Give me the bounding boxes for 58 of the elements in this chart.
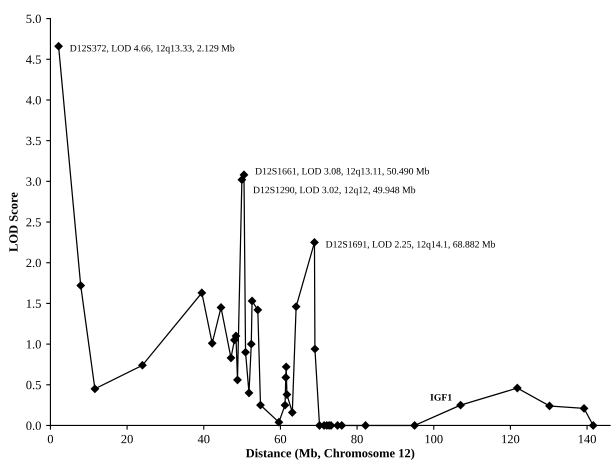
point	[248, 296, 256, 306]
point	[274, 418, 284, 426]
point	[247, 340, 256, 348]
point	[282, 390, 292, 399]
y-tick-label: 1.0	[26, 340, 41, 349]
point	[241, 348, 250, 356]
x-tick-label: 120	[502, 434, 520, 444]
x-tick-label: 20	[121, 434, 133, 444]
point	[198, 288, 206, 297]
y-tick-label: 3.0	[26, 177, 41, 186]
y-tick-label: 4.0	[26, 96, 41, 104]
point	[244, 388, 254, 398]
x-tick-label: 0	[48, 434, 54, 444]
point	[545, 402, 554, 410]
x-tick-label: 40	[198, 434, 210, 444]
y-tick-label: 3.5	[26, 136, 41, 146]
point	[292, 302, 300, 311]
y-tick-label: 5.0	[26, 14, 41, 24]
point	[456, 401, 465, 410]
point	[226, 354, 236, 362]
annotation: IGF1	[430, 394, 452, 401]
x-tick-label: 80	[351, 434, 363, 444]
point	[90, 384, 100, 393]
point	[288, 408, 296, 417]
point	[580, 404, 588, 413]
y-tick-label: 2.0	[26, 258, 41, 268]
point	[208, 339, 216, 348]
point	[76, 281, 85, 290]
x-tick-label: 60	[274, 434, 286, 444]
annotation: D12S1691, LOD 2.25, 12q14.1, 68.882 Mb	[326, 240, 496, 250]
annotation: D12S1661, LOD 3.08, 12q13.11, 50.490 Mb	[255, 168, 430, 176]
point	[240, 170, 248, 179]
point	[54, 42, 63, 50]
y-axis-title: LOD Score	[9, 192, 18, 252]
point	[280, 401, 290, 410]
point	[513, 384, 522, 392]
y-tick-label: 2.5	[26, 218, 41, 227]
point	[282, 373, 290, 382]
point	[282, 362, 290, 372]
point	[256, 401, 265, 410]
point	[310, 344, 320, 354]
y-tick-label: 0.5	[26, 380, 41, 390]
y-tick-label: 1.5	[26, 299, 41, 308]
x-axis-title: Distance (Mb, Chromosome 12)	[246, 448, 414, 460]
x-tick-label: 100	[425, 434, 443, 444]
y-tick-label: 4.5	[26, 55, 41, 64]
point	[589, 421, 598, 430]
point	[138, 361, 147, 370]
point	[216, 303, 226, 312]
point	[410, 421, 419, 430]
annotation: D12S372, LOD 4.66, 12q13.33, 2.129 Mb	[70, 44, 234, 54]
point	[310, 238, 319, 247]
point	[361, 421, 370, 430]
point	[233, 376, 242, 384]
point	[254, 306, 262, 314]
annotation: D12S1290, LOD 3.02, 12q12, 49.948 Mb	[253, 186, 416, 196]
y-tick-label: 0.0	[26, 422, 41, 430]
x-tick-label: 140	[578, 434, 596, 444]
